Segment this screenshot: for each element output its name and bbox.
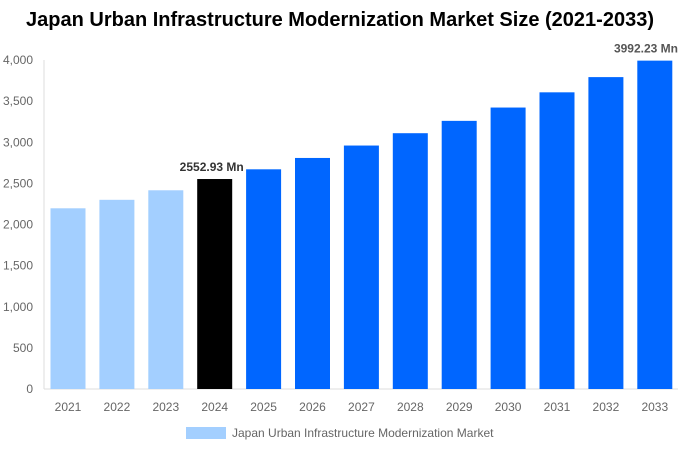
- bar-2023: [148, 190, 184, 389]
- bar-2031: [539, 92, 575, 389]
- x-tick-label: 2026: [299, 400, 326, 414]
- x-tick-label: 2023: [152, 400, 179, 414]
- y-tick-label: 3,500: [3, 94, 33, 108]
- data-label: 2552.93 Mn: [180, 160, 244, 174]
- x-tick-label: 2027: [348, 400, 375, 414]
- bar-2033: [637, 60, 673, 389]
- legend-label[interactable]: Japan Urban Infrastructure Modernization…: [232, 426, 494, 440]
- y-tick-label: 2,500: [3, 176, 33, 190]
- bar-2032: [588, 77, 624, 389]
- data-label: 3992.23 Mn: [614, 42, 678, 56]
- x-tick-label: 2029: [446, 400, 473, 414]
- legend-swatch: [186, 427, 226, 439]
- y-tick-label: 0: [26, 382, 33, 396]
- y-tick-label: 4,000: [3, 53, 33, 67]
- x-tick-label: 2032: [593, 400, 620, 414]
- bar-2028: [392, 133, 428, 389]
- x-tick-label: 2028: [397, 400, 424, 414]
- x-tick-label: 2033: [641, 400, 668, 414]
- y-tick-label: 3,000: [3, 135, 33, 149]
- bar-2021: [50, 208, 86, 389]
- bar-2026: [295, 157, 330, 389]
- bar-2022: [99, 199, 135, 389]
- x-tick-label: 2030: [495, 400, 522, 414]
- y-tick-label: 1,000: [3, 300, 33, 314]
- x-tick-label: 2021: [55, 400, 82, 414]
- x-tick-label: 2024: [201, 400, 228, 414]
- y-tick-label: 500: [13, 341, 33, 355]
- bar-2030: [490, 107, 526, 389]
- bar-2025: [246, 169, 282, 389]
- x-tick-label: 2031: [544, 400, 571, 414]
- y-tick-label: 2,000: [3, 218, 33, 232]
- bar-2027: [343, 145, 379, 389]
- bar-2024: [197, 179, 233, 389]
- y-tick-label: 1,500: [3, 259, 33, 273]
- bar-2029: [441, 120, 477, 390]
- x-tick-label: 2022: [104, 400, 131, 414]
- x-tick-label: 2025: [250, 400, 277, 414]
- chart-title: Japan Urban Infrastructure Modernization…: [26, 9, 654, 31]
